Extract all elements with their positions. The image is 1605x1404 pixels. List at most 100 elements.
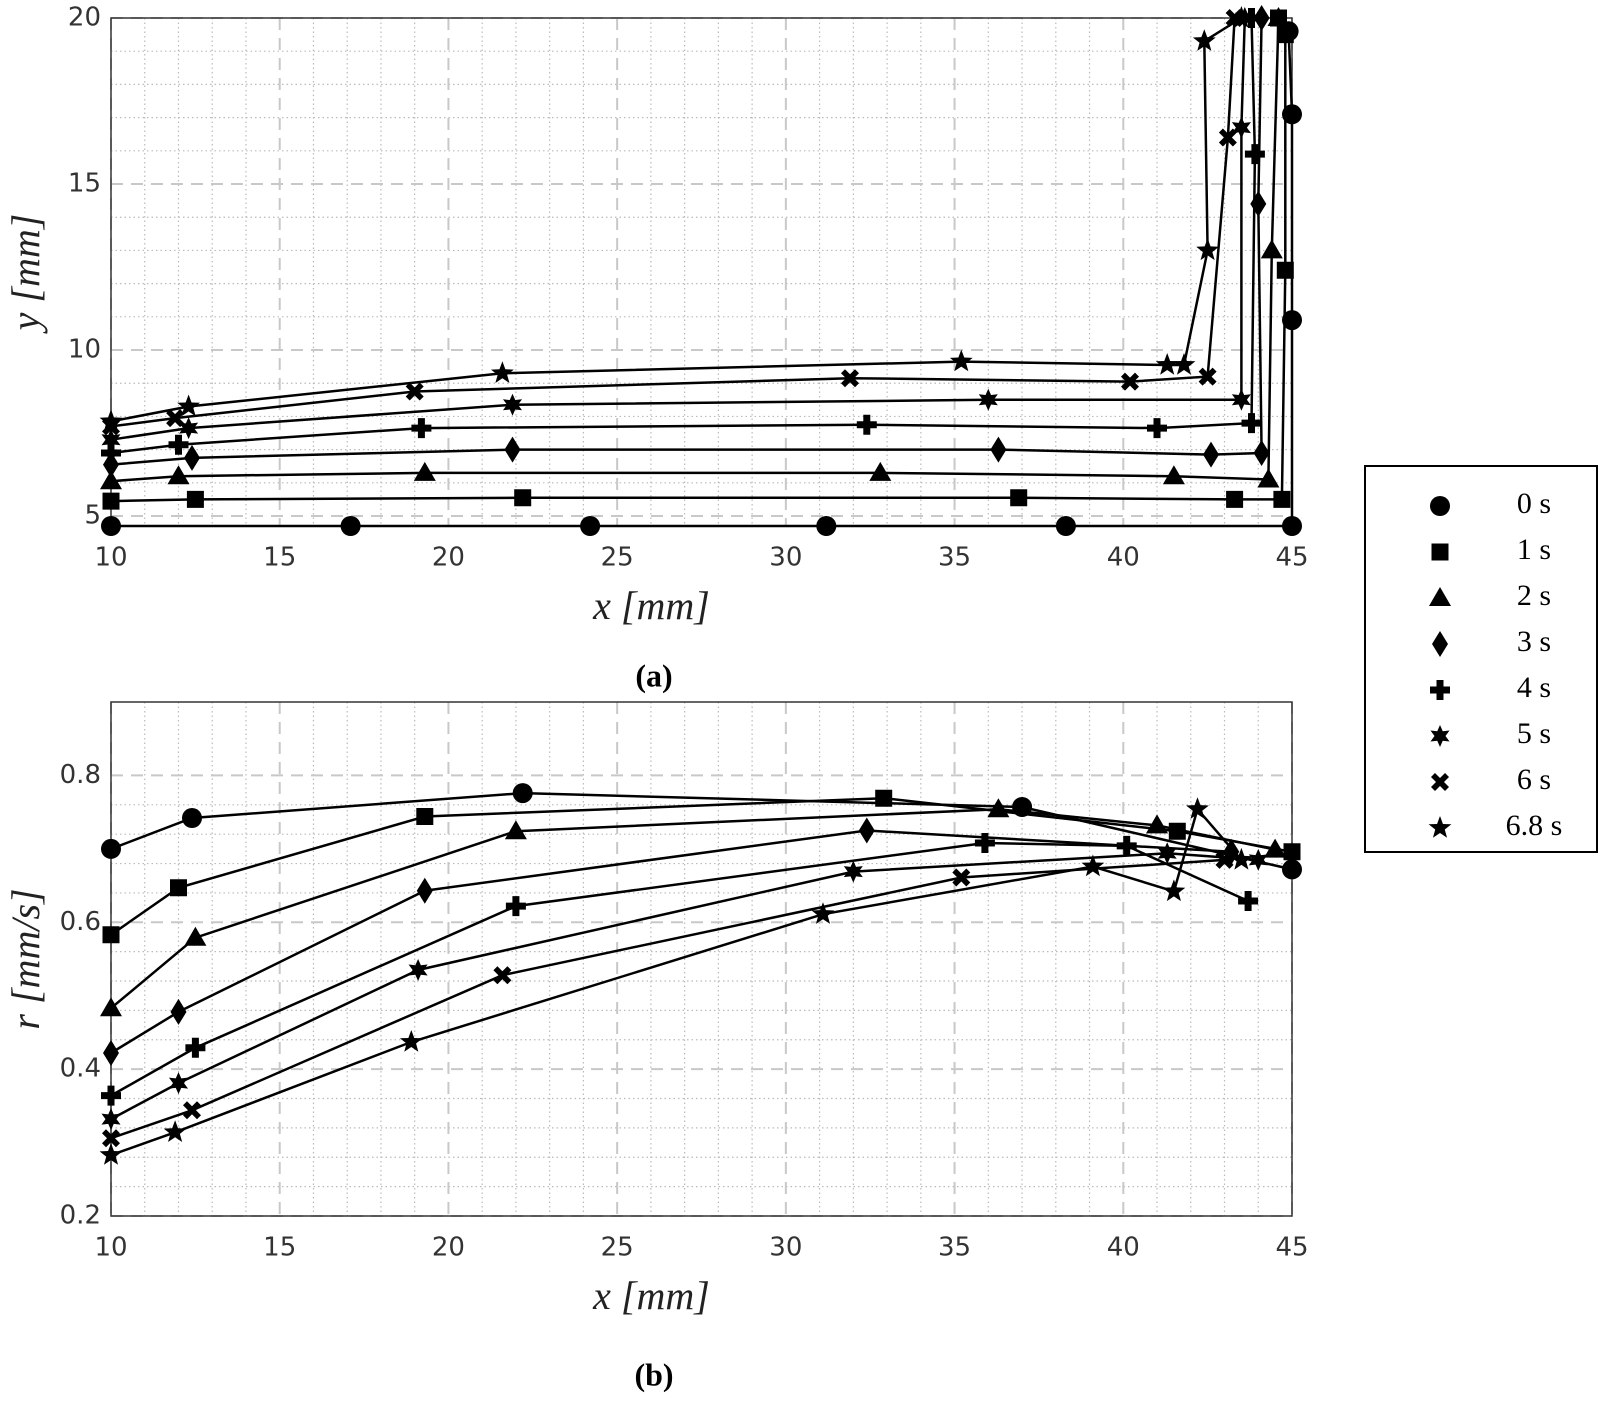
marker	[163, 1120, 187, 1143]
marker	[858, 817, 875, 844]
series-line	[110, 807, 1276, 1010]
series-line	[110, 17, 1257, 455]
marker	[1276, 26, 1294, 44]
caption: (b)	[634, 1356, 673, 1392]
marker	[869, 461, 892, 481]
marker	[1168, 822, 1186, 840]
marker	[182, 808, 202, 828]
caption: (a)	[635, 657, 672, 693]
x-axis-label: x [mm]	[592, 583, 710, 628]
marker	[1162, 465, 1185, 485]
x-tick-label: 35	[938, 543, 971, 573]
marker	[990, 436, 1007, 463]
x-tick-label: 30	[769, 543, 802, 573]
marker	[179, 417, 199, 440]
marker	[340, 516, 361, 536]
marker	[843, 860, 863, 883]
marker	[101, 1108, 121, 1131]
marker	[102, 492, 120, 510]
x-tick-label: 25	[601, 1233, 634, 1263]
marker	[1282, 310, 1302, 331]
marker	[504, 436, 521, 463]
y-tick-label: 0.8	[60, 760, 101, 790]
marker	[1116, 835, 1137, 856]
marker	[1244, 144, 1265, 165]
legend-marker	[1431, 773, 1449, 791]
x-tick-label: 40	[1107, 543, 1140, 573]
marker	[974, 833, 995, 853]
marker	[493, 966, 512, 985]
marker	[1253, 5, 1270, 31]
y-tick-label: 15	[68, 169, 101, 199]
marker	[1229, 6, 1253, 28]
legend-label: 4 s	[1517, 671, 1551, 704]
legend-box	[1364, 465, 1598, 853]
marker	[1147, 418, 1167, 439]
marker	[856, 414, 877, 435]
marker	[184, 926, 207, 946]
marker	[416, 808, 434, 825]
marker	[1081, 854, 1105, 877]
marker	[1283, 843, 1301, 861]
marker	[1055, 516, 1076, 536]
marker	[1260, 239, 1283, 259]
marker	[101, 838, 121, 859]
marker	[186, 490, 204, 508]
x-tick-label: 10	[94, 1233, 127, 1263]
legend-label: 6.8 s	[1506, 809, 1563, 842]
legend-label: 6 s	[1517, 763, 1551, 796]
legend-marker	[1429, 587, 1451, 606]
marker	[514, 489, 532, 507]
marker	[1253, 440, 1270, 466]
series-line	[110, 17, 1236, 428]
marker	[1186, 797, 1209, 819]
marker	[166, 409, 185, 428]
marker	[1192, 29, 1216, 51]
series-line	[110, 17, 1263, 466]
marker	[1218, 128, 1237, 147]
marker	[841, 369, 859, 388]
legend-label: 3 s	[1517, 625, 1551, 658]
marker	[512, 783, 533, 804]
marker	[1196, 238, 1220, 261]
series-line	[110, 17, 1280, 483]
legend-marker	[1431, 543, 1449, 561]
marker	[167, 465, 190, 485]
marker	[1282, 516, 1302, 536]
marker	[1267, 7, 1290, 26]
y-tick-label: 0.2	[60, 1201, 101, 1231]
marker	[405, 382, 424, 401]
marker	[399, 1030, 423, 1052]
marker	[1248, 848, 1268, 871]
marker	[580, 516, 601, 536]
marker	[101, 516, 121, 536]
marker	[811, 902, 835, 924]
marker	[1155, 353, 1179, 375]
marker	[1121, 372, 1139, 391]
series-line	[110, 806, 1243, 1157]
marker	[170, 998, 187, 1025]
marker	[490, 361, 514, 384]
x-tick-label: 25	[601, 543, 634, 573]
marker	[1282, 104, 1302, 125]
y-tick-label: 0.6	[60, 907, 101, 937]
y-tick-label: 0.4	[60, 1054, 101, 1084]
x-tick-label: 15	[263, 1233, 296, 1263]
x-tick-label: 10	[94, 543, 127, 573]
marker	[875, 789, 893, 807]
marker	[1203, 441, 1219, 468]
x-tick-label: 15	[263, 543, 296, 573]
marker	[99, 409, 123, 432]
marker	[1162, 879, 1186, 902]
marker	[1273, 490, 1291, 508]
marker	[987, 798, 1010, 818]
legend-marker	[1430, 496, 1450, 516]
marker	[183, 1101, 201, 1120]
marker	[413, 461, 436, 481]
x-tick-label: 45	[1275, 543, 1308, 573]
marker	[101, 428, 121, 451]
marker	[411, 418, 432, 439]
legend-marker	[1430, 725, 1450, 747]
